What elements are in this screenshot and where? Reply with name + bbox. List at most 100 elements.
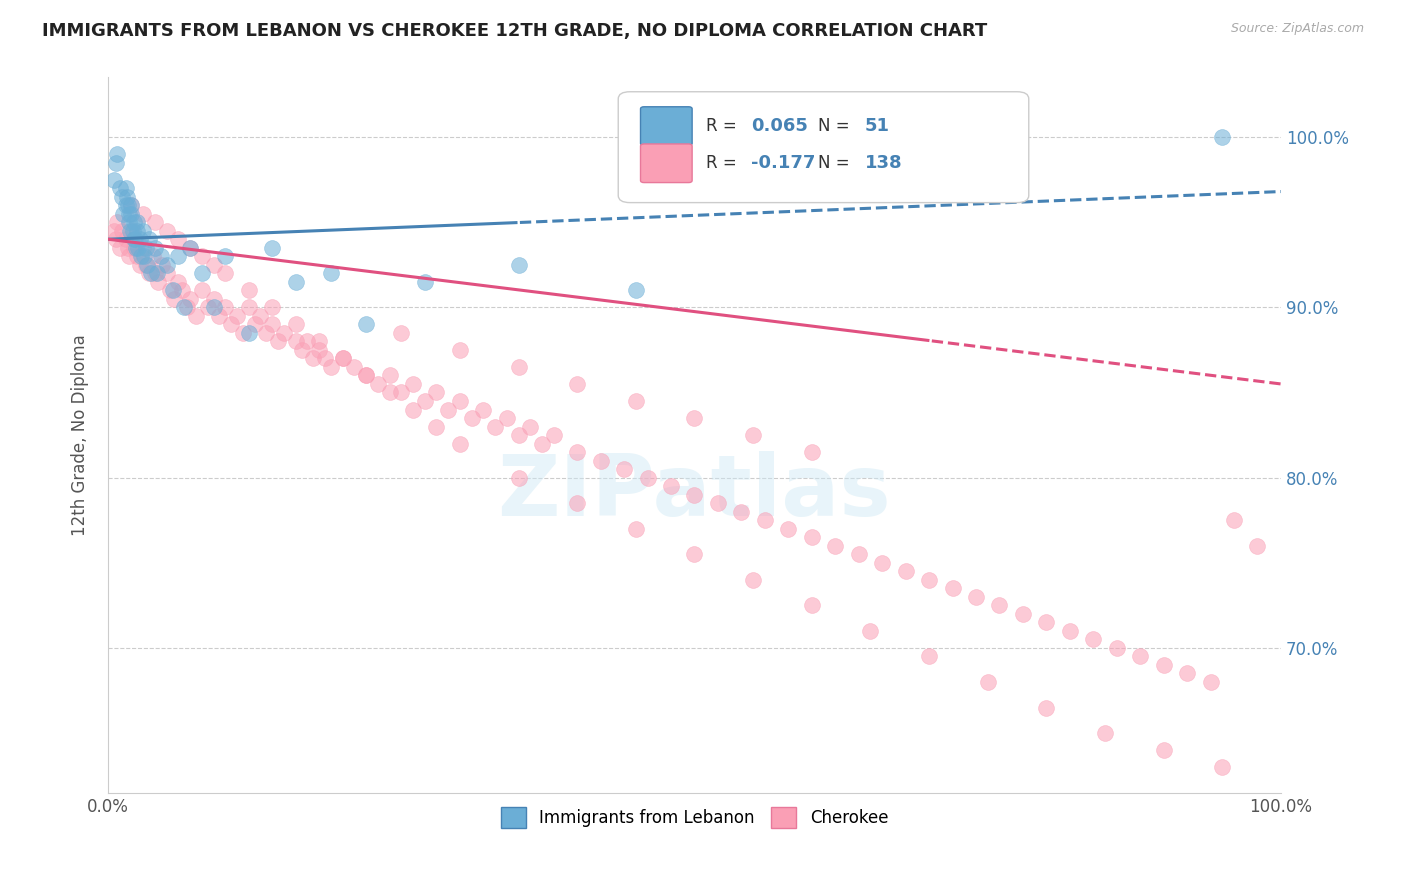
Point (122, 241, 145, 255)
Point (354, 368, 377, 383)
Point (132, 241, 155, 255)
Point (508, 359, 530, 374)
Point (319, 359, 342, 374)
Point (214, 266, 236, 280)
Point (495, 411, 517, 425)
Point (472, 402, 495, 417)
Point (117, 241, 139, 255)
Point (163, 292, 186, 306)
Point (132, 224, 155, 238)
Point (254, 326, 277, 340)
Point (156, 258, 179, 272)
Point (115, 189, 138, 203)
Point (117, 198, 139, 212)
Point (124, 232, 146, 246)
Point (179, 241, 201, 255)
Point (778, 522, 800, 536)
Point (1246, 539, 1268, 553)
Text: 138: 138 (865, 154, 903, 172)
Point (1199, 675, 1222, 690)
Point (449, 436, 471, 450)
Point (176, 301, 198, 315)
FancyBboxPatch shape (641, 107, 692, 145)
Point (120, 198, 142, 212)
Point (319, 266, 342, 280)
Point (127, 241, 149, 255)
Point (262, 318, 284, 332)
Point (146, 266, 169, 280)
Point (378, 368, 401, 383)
Point (519, 419, 541, 434)
Point (508, 428, 530, 442)
Point (1012, 607, 1035, 621)
Point (988, 599, 1011, 613)
Point (754, 513, 776, 527)
Point (302, 351, 325, 366)
Point (184, 309, 207, 323)
Point (122, 215, 145, 229)
Point (624, 283, 647, 297)
Point (1105, 640, 1128, 655)
Point (167, 232, 190, 246)
Text: -0.177: -0.177 (751, 154, 815, 172)
Legend: Immigrants from Lebanon, Cherokee: Immigrants from Lebanon, Cherokee (494, 801, 894, 834)
Point (262, 241, 284, 255)
Point (159, 283, 181, 297)
Point (659, 479, 682, 493)
Point (332, 351, 354, 366)
Point (1129, 649, 1152, 664)
Text: 51: 51 (865, 117, 890, 135)
Point (1211, 130, 1233, 145)
Point (683, 411, 706, 425)
Point (870, 556, 893, 570)
Point (308, 334, 330, 349)
Point (567, 376, 589, 391)
Point (389, 326, 412, 340)
Point (114, 181, 136, 195)
Point (191, 266, 214, 280)
Point (425, 419, 447, 434)
Point (742, 573, 765, 587)
Point (800, 530, 823, 544)
Point (297, 334, 319, 349)
Point (197, 301, 219, 315)
Point (105, 155, 128, 169)
Y-axis label: 12th Grade, No Diploma: 12th Grade, No Diploma (72, 334, 89, 536)
Point (530, 436, 553, 450)
Point (167, 275, 190, 289)
Point (1223, 513, 1246, 527)
Point (918, 573, 941, 587)
Text: ZIPatlas: ZIPatlas (498, 450, 891, 533)
Point (941, 582, 963, 596)
Point (589, 453, 612, 467)
Point (142, 249, 165, 263)
Text: IMMIGRANTS FROM LEBANON VS CHEROKEE 12TH GRADE, NO DIPLOMA CORRELATION CHART: IMMIGRANTS FROM LEBANON VS CHEROKEE 12TH… (42, 22, 987, 40)
Point (135, 241, 157, 255)
Point (238, 283, 260, 297)
Point (179, 241, 201, 255)
Point (125, 241, 148, 255)
Point (191, 283, 214, 297)
Point (1035, 615, 1057, 630)
Point (135, 258, 157, 272)
Point (567, 445, 589, 459)
Point (284, 318, 307, 332)
Point (449, 394, 471, 409)
Point (156, 224, 179, 238)
Point (1083, 632, 1105, 647)
Point (108, 241, 131, 255)
Point (389, 385, 412, 400)
Point (314, 351, 336, 366)
Point (824, 539, 846, 553)
Point (127, 249, 149, 263)
Point (965, 590, 987, 604)
Point (111, 189, 134, 203)
Point (214, 249, 236, 263)
Point (179, 292, 201, 306)
Point (683, 488, 706, 502)
Point (143, 241, 166, 255)
Point (449, 343, 471, 357)
Point (105, 232, 128, 246)
Point (127, 224, 149, 238)
Point (170, 283, 193, 297)
